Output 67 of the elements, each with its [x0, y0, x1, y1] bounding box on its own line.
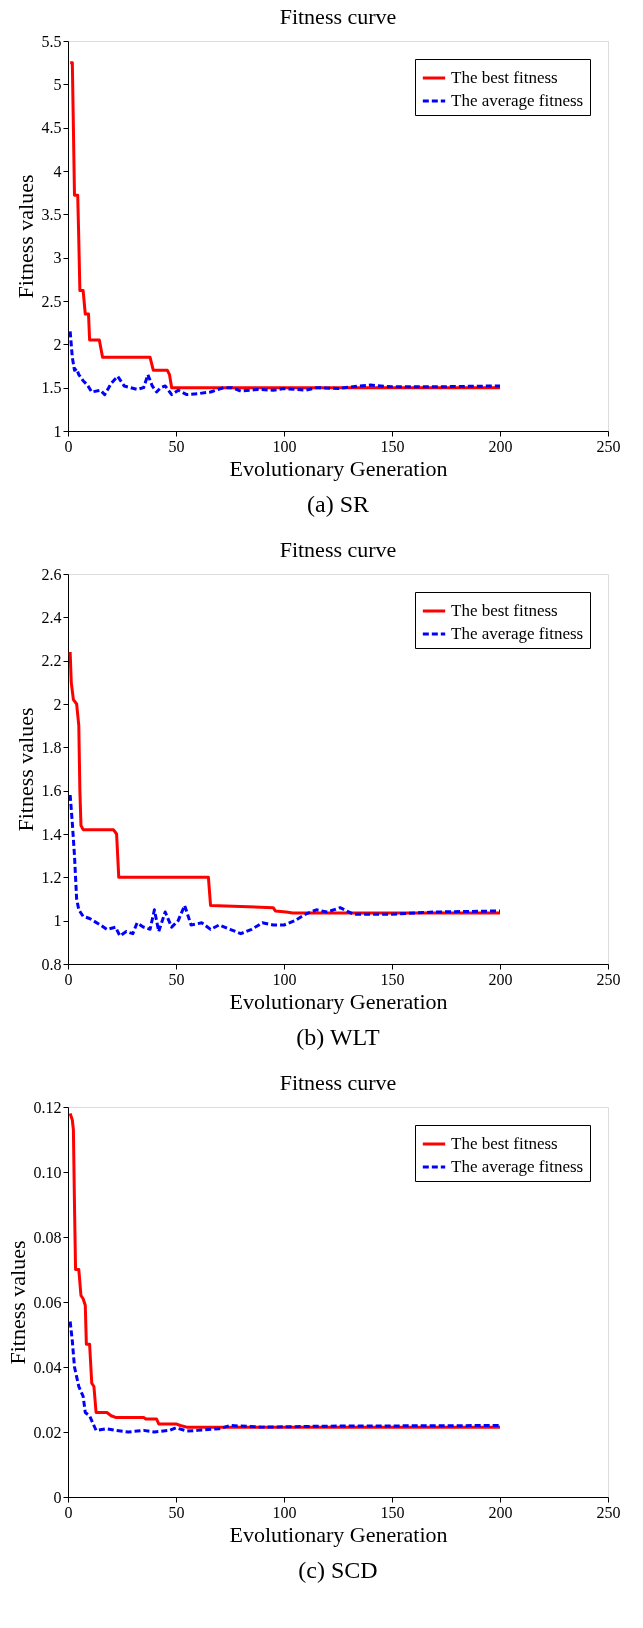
- legend-label: The average fitness: [451, 1157, 584, 1176]
- y-tick-label: 2.5: [41, 292, 62, 310]
- y-axis-title: Fitness values: [4, 1240, 30, 1365]
- line-series: [68, 1320, 502, 1434]
- text: (a) SR: [307, 491, 369, 517]
- y-tick-label: 0.8: [41, 955, 62, 973]
- chart-title: Fitness curve: [279, 1070, 397, 1095]
- x-axis-title: Evolutionary Generation: [229, 455, 448, 481]
- y-tick-label: 0: [53, 1488, 62, 1506]
- x-tick-label: 50: [168, 437, 185, 455]
- x-tick-label: 150: [380, 1503, 405, 1521]
- legend-label: The average fitness: [451, 624, 584, 643]
- chart-title: Fitness curve: [279, 537, 397, 562]
- x-tick-label: 100: [272, 970, 297, 988]
- x-tick-label: 150: [380, 970, 405, 988]
- y-tick-label: 0.08: [33, 1228, 62, 1246]
- y-tick-label: 4: [53, 162, 62, 180]
- x-tick-label: 200: [488, 437, 513, 455]
- y-tick-label: 5.5: [41, 32, 62, 50]
- legend-label: The best fitness: [451, 601, 558, 620]
- x-tick-label: 250: [596, 437, 621, 455]
- y-tick-label: 1: [53, 422, 62, 440]
- y-tick-label: 0.10: [33, 1163, 62, 1181]
- x-tick-label: 250: [596, 1503, 621, 1521]
- x-axis-title: Evolutionary Generation: [229, 1521, 448, 1547]
- y-tick-label: 0.06: [33, 1293, 62, 1311]
- x-tick-label: 150: [380, 437, 405, 455]
- line-series: [68, 793, 502, 938]
- legend-label: The best fitness: [451, 68, 558, 87]
- y-tick-label: 3.5: [41, 205, 62, 223]
- x-axis-title: Evolutionary Generation: [229, 988, 448, 1014]
- line-series: [68, 650, 502, 915]
- y-tick-label: 0.02: [33, 1423, 62, 1441]
- x-tick-label: 0: [64, 1503, 73, 1521]
- y-axis-title: Fitness values: [12, 174, 38, 299]
- legend-label: The best fitness: [451, 1134, 558, 1153]
- y-tick-label: 2: [53, 335, 62, 353]
- y-tick-label: 2: [53, 695, 62, 713]
- y-tick-label: 2.4: [41, 608, 62, 626]
- y-tick-label: 1.6: [41, 782, 62, 800]
- x-tick-label: 100: [272, 437, 297, 455]
- y-tick-label: 2.6: [41, 565, 62, 583]
- y-tick-label: 1.8: [41, 738, 62, 756]
- x-tick-label: 50: [168, 970, 185, 988]
- x-tick-label: 0: [64, 437, 73, 455]
- y-tick-label: 4.5: [41, 119, 62, 137]
- y-tick-label: 0.12: [33, 1098, 62, 1116]
- y-tick-label: 5: [53, 75, 62, 93]
- y-tick-label: 2.2: [41, 652, 62, 670]
- chart-title: Fitness curve: [279, 4, 397, 29]
- x-tick-label: 250: [596, 970, 621, 988]
- y-tick-label: 0.04: [33, 1358, 62, 1376]
- x-tick-label: 0: [64, 970, 73, 988]
- y-axis-title: Fitness values: [12, 707, 38, 832]
- y-tick-label: 1.2: [41, 868, 62, 886]
- y-tick-label: 1: [53, 912, 62, 930]
- x-tick-label: 50: [168, 1503, 185, 1521]
- y-tick-label: 1.5: [41, 379, 62, 397]
- text: (b) WLT: [296, 1024, 380, 1050]
- text: (c) SCD: [298, 1557, 378, 1583]
- x-tick-label: 200: [488, 1503, 513, 1521]
- x-tick-label: 100: [272, 1503, 297, 1521]
- legend-label: The average fitness: [451, 91, 584, 110]
- y-tick-label: 3: [53, 249, 62, 267]
- y-tick-label: 1.4: [41, 825, 62, 843]
- x-tick-label: 200: [488, 970, 513, 988]
- line-series: [68, 329, 502, 397]
